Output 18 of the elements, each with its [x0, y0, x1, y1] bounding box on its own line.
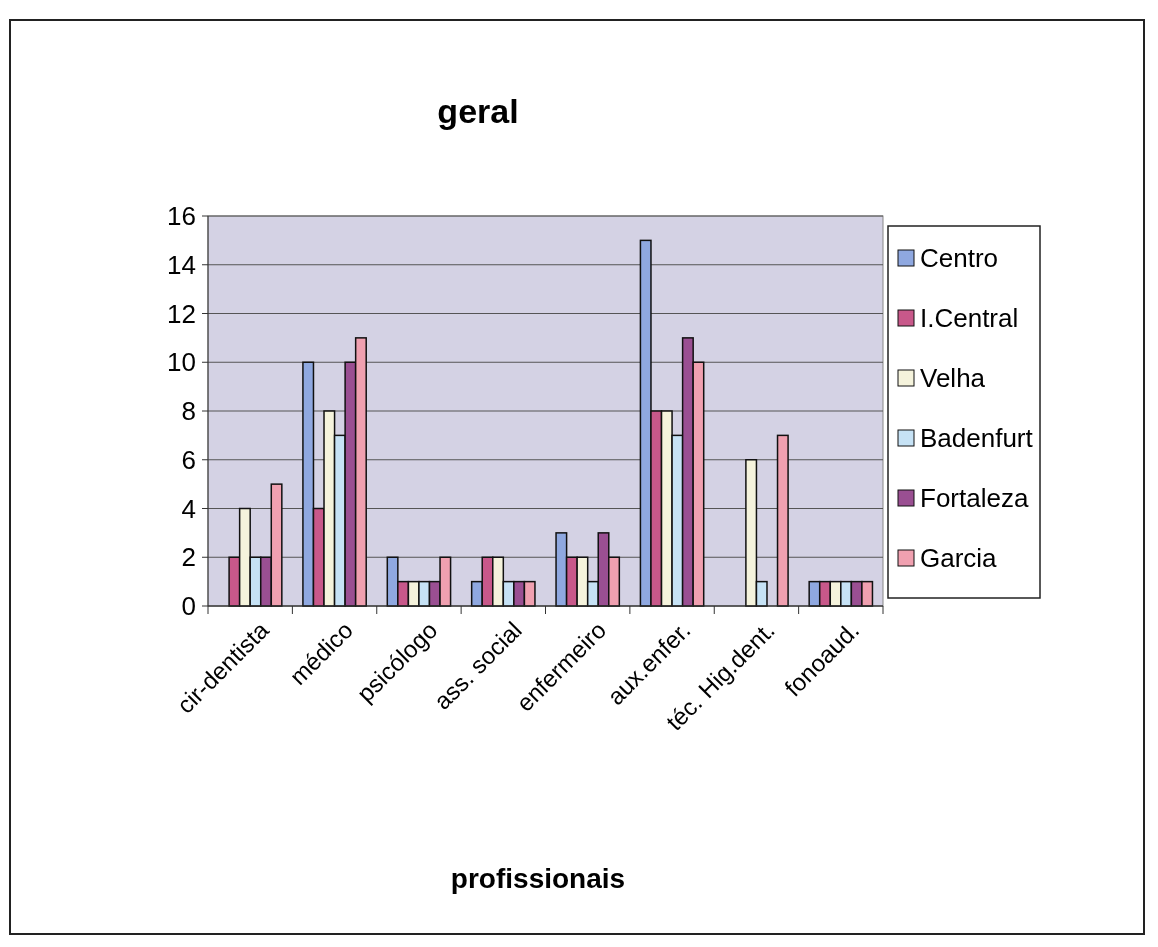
bar [776, 434, 789, 607]
legend-label: Velha [920, 363, 986, 394]
legend-label: Badenfurt [920, 423, 1034, 454]
chart-title: geral [437, 92, 519, 130]
y-tick-label: 4 [181, 493, 196, 524]
y-tick-label: 12 [167, 298, 196, 329]
y-tick-label: 16 [167, 201, 196, 232]
legend-label: I.Central [920, 303, 1019, 334]
y-tick-label: 8 [181, 396, 196, 427]
y-tick-label: 6 [181, 444, 196, 475]
y-tick-label: 10 [167, 347, 196, 378]
y-tick-label: 0 [181, 591, 196, 622]
legend-label: Garcia [920, 543, 998, 574]
y-tick-label: 2 [181, 542, 196, 573]
x-axis-title: profissionais [450, 863, 626, 894]
legend-label: Centro [920, 243, 999, 274]
legend-label: Fortaleza [920, 483, 1029, 514]
y-tick-label: 14 [167, 249, 196, 280]
